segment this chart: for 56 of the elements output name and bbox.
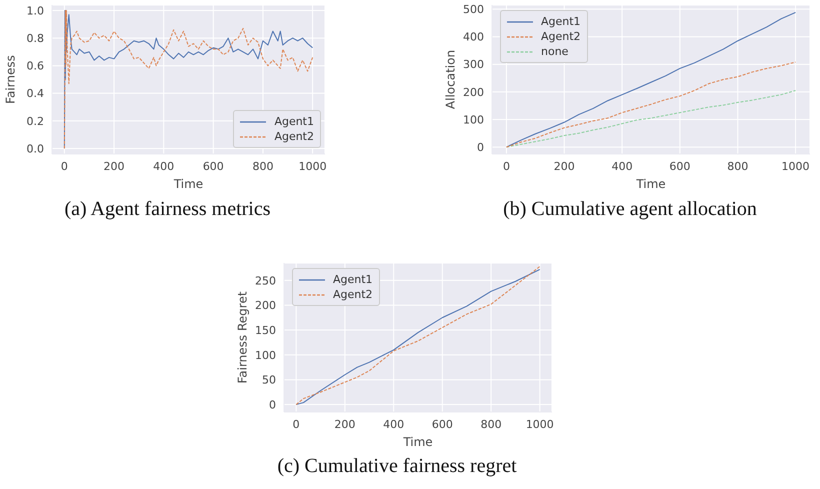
legend-label: Agent2 [333,288,373,301]
x-tick-label: 200 [334,418,356,431]
legend-label: Agent1 [333,273,373,286]
y-tick-label: 50 [262,374,276,387]
y-tick-label: 0.2 [26,114,44,128]
legend-label: Agent1 [541,15,581,28]
y-axis-title: Fairness [3,55,18,104]
x-tick-label: 1000 [526,418,554,431]
x-tick-label: 1000 [782,160,810,173]
legend-label: Agent1 [274,115,314,128]
y-tick-label: 100 [255,348,276,362]
line-series [506,12,796,148]
y-tick-label: 0.4 [26,87,44,100]
text: (b) Cumulative agent allocation [502,198,758,221]
y-tick-label: 100 [463,113,484,126]
text: (a) Agent fairness metrics [63,198,272,221]
x-tick-label: 400 [153,160,174,173]
line-series [506,62,796,148]
x-tick-label: 0 [502,160,510,173]
x-tick-label: 200 [104,160,125,173]
x-axis-title: Time [635,177,666,191]
y-axis-title: Allocation [443,50,458,110]
x-tick-label: 600 [202,160,224,173]
x-tick-label: 600 [669,160,690,173]
x-axis-title: Time [402,435,433,449]
x-tick-label: 400 [612,160,633,173]
x-tick-label: 800 [727,160,748,173]
line-series [506,90,796,148]
x-tick-label: 0 [60,160,68,173]
y-tick-label: 200 [255,299,276,312]
y-tick-label: 150 [255,324,276,337]
y-tick-label: 0 [477,141,484,154]
y-tick-label: 300 [463,58,484,72]
x-tick-label: 200 [554,160,575,173]
x-tick-label: 600 [432,418,453,431]
text: (c) Cumulative fairness regret [276,455,518,478]
x-axis-title: Time [172,177,204,191]
x-tick-label: 0 [292,418,300,431]
legend-label: none [541,45,568,58]
x-tick-label: 400 [383,418,404,431]
x-tick-label: 800 [252,160,274,173]
line-series [64,10,314,149]
y-axis-title: Fairness Regret [235,291,250,384]
x-tick-label: 800 [480,418,502,431]
legend-label: Agent2 [274,130,314,143]
y-tick-label: 200 [463,86,484,99]
y-tick-label: 0.0 [26,142,44,156]
y-tick-label: 0.6 [26,60,44,73]
x-tick-label: 1000 [298,160,327,173]
legend-label: Agent2 [541,30,581,43]
y-tick-label: 500 [463,3,484,16]
y-tick-label: 400 [463,30,484,44]
y-tick-label: 0.8 [26,32,44,46]
y-tick-label: 1.0 [26,4,44,18]
y-tick-label: 0 [269,398,276,412]
y-tick-label: 250 [255,274,276,288]
